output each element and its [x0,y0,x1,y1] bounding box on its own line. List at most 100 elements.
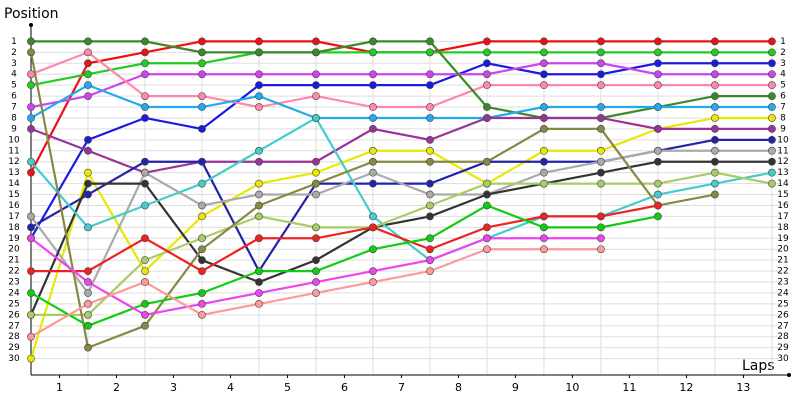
position-marker [597,179,605,188]
y-tick-label: 26 [8,310,20,320]
y-tick-label-right: 6 [780,92,786,102]
position-marker [768,103,776,111]
position-marker [426,81,434,90]
position-marker [141,179,149,188]
position-marker [141,321,149,330]
series [27,81,776,122]
position-marker [84,343,92,352]
position-marker [198,48,206,57]
position-marker [27,234,35,243]
position-marker [597,59,605,68]
position-marker [84,37,92,46]
position-marker [540,125,548,133]
position-marker [141,70,149,79]
position-marker [597,223,605,232]
position-marker [426,201,434,210]
position-marker [768,81,776,90]
y-tick-label: 19 [8,234,20,244]
position-marker [654,190,662,199]
position-marker [84,223,92,232]
position-marker [483,37,491,46]
position-marker [597,37,605,46]
position-marker [312,48,320,57]
position-marker [141,300,149,308]
position-marker [84,48,92,57]
position-marker [141,114,149,122]
position-marker [540,48,548,57]
x-axis-title: Laps [742,358,775,374]
position-marker [312,168,320,177]
position-marker [369,125,377,133]
position-marker [27,310,35,319]
position-marker [198,267,206,275]
position-marker [369,157,377,166]
position-marker [711,157,719,166]
position-marker [369,37,377,46]
position-marker [540,223,548,232]
position-marker [27,157,35,166]
y-tick-label: 23 [8,278,19,288]
position-marker [654,81,662,90]
y-tick-label: 13 [8,168,19,178]
series-line [30,51,772,109]
position-marker [711,146,719,155]
position-marker [768,168,776,177]
y-tick-label-right: 11 [777,146,788,156]
position-marker [426,256,434,265]
position-marker [768,37,776,46]
y-tick-label: 11 [8,146,19,156]
series-line [30,62,772,239]
position-marker [198,103,206,111]
position-marker [369,146,377,155]
position-marker [369,245,377,254]
y-tick-label: 1 [11,37,17,47]
position-marker [597,125,605,133]
series-line [30,149,772,296]
y-tick-label: 27 [8,321,19,331]
x-tick-label: 1 [56,381,63,394]
position-marker [654,201,662,210]
y-tick-label-right: 9 [780,124,786,134]
y-tick-label-right: 17 [777,212,788,222]
position-marker [84,146,92,155]
position-marker [768,59,776,68]
position-marker [654,212,662,221]
position-marker [540,212,548,221]
y-tick-label-right: 15 [777,190,788,200]
position-marker [312,278,320,286]
y-tick-label-right: 21 [777,256,788,266]
y-tick-label-right: 13 [777,168,788,178]
position-marker [711,92,719,100]
y-tick-label: 25 [8,299,19,309]
position-marker [426,157,434,166]
position-marker [426,267,434,275]
y-tick-label-right: 23 [777,278,788,288]
position-marker [369,278,377,286]
position-marker [84,267,92,275]
position-marker [27,212,35,221]
position-marker [198,300,206,308]
position-marker [27,114,35,122]
y-tick-label: 6 [11,92,17,102]
position-marker [426,179,434,188]
series [27,48,776,111]
position-marker [27,81,35,90]
position-marker [369,103,377,111]
y-tick-label-right: 5 [780,81,786,91]
y-tick-label: 7 [11,103,17,113]
y-tick-label-right: 18 [777,223,789,233]
position-marker [84,278,92,286]
series-line [30,51,772,87]
y-tick-label-right: 3 [780,59,786,69]
position-marker [84,289,92,297]
x-tick-label: 11 [622,381,636,394]
y-tick-label: 4 [11,70,17,80]
series-line [29,116,772,359]
position-marker [255,48,263,57]
position-marker [654,146,662,155]
axis-origin [29,23,33,27]
y-tick-label: 12 [8,157,19,167]
position-marker [27,37,35,46]
y-tick-label-right: 29 [777,343,789,353]
